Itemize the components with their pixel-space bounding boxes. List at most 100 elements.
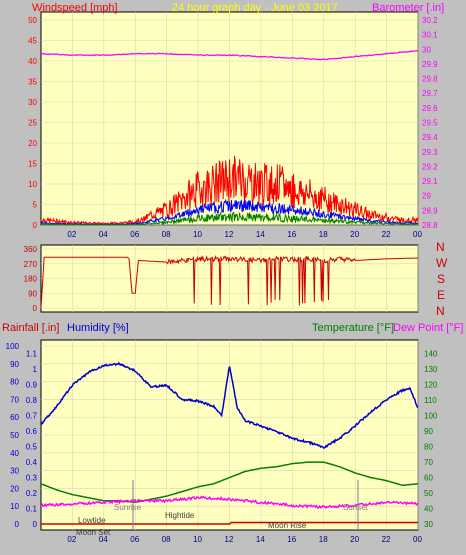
y-tick-label-right: 29.2: [422, 162, 438, 171]
moonrise-label: Moon Rise: [268, 521, 307, 530]
y-tick-label-humidity: 70: [10, 395, 19, 404]
y-tick-label-right: 29.9: [422, 60, 438, 69]
sunrise-label: Sunrise: [114, 503, 142, 512]
y-tick-label-temp: 120: [424, 381, 438, 390]
x-tick-label: 06: [130, 230, 139, 239]
x-tick-label: 18: [319, 230, 328, 239]
x-tick-label: 16: [287, 535, 296, 544]
x-tick-label: 00: [413, 230, 422, 239]
windspeed-axis-title: Windspeed [mph]: [32, 2, 118, 14]
y-tick-label-humidity: 10: [10, 502, 19, 511]
x-tick-label: 08: [162, 230, 171, 239]
x-tick-label: 14: [256, 230, 265, 239]
y-tick-label: 180: [24, 275, 38, 284]
y-tick-label-humidity: 20: [10, 484, 19, 493]
x-tick-label: 18: [319, 535, 328, 544]
y-tick-label-right: 30: [422, 45, 431, 54]
y-tick-label-right: 30.1: [422, 31, 438, 40]
x-tick-label: 10: [193, 230, 202, 239]
graph-title: 24 hour graph day - June 03 2017: [172, 2, 338, 14]
y-tick-label-temp: 130: [424, 365, 438, 374]
windspeed-gust-line: [40, 155, 419, 226]
direction-label-w: W: [436, 256, 448, 270]
x-tick-label: 16: [287, 230, 296, 239]
x-tick-label: 20: [350, 535, 359, 544]
x-tick-label: 08: [162, 535, 171, 544]
x-tick-label: 02: [67, 535, 76, 544]
y-tick-label: 45: [28, 37, 37, 46]
y-tick-label-rain: 0.3: [26, 474, 38, 483]
y-tick-label-right: 29.4: [422, 133, 438, 142]
y-tick-label-humidity: 50: [10, 431, 19, 440]
y-tick-label-rain: 1: [33, 365, 38, 374]
direction-label-s: S: [437, 272, 445, 286]
y-tick-label: 30: [28, 98, 37, 107]
humidity-line: [40, 361, 419, 450]
y-tick-label-right: 29.1: [422, 177, 438, 186]
x-tick-label: 22: [382, 535, 391, 544]
barometer-line: [40, 49, 419, 61]
y-tick-label: 270: [24, 260, 38, 269]
y-tick-label-temp: 90: [424, 427, 433, 436]
x-tick-label: 20: [350, 230, 359, 239]
y-tick-label-humidity: 0: [15, 520, 20, 529]
y-tick-label-humidity: 100: [6, 342, 20, 351]
y-tick-label-rain: 0.7: [26, 412, 38, 421]
y-tick-label-right: 29: [422, 192, 431, 201]
hightide-label: Hightide: [165, 511, 195, 520]
y-tick-label: 20: [28, 139, 37, 148]
y-tick-label-right: 29.5: [422, 119, 438, 128]
y-tick-label-temp: 140: [424, 350, 438, 359]
y-tick-label-right: 28.8: [422, 221, 438, 230]
y-tick-label-rain: 0.2: [26, 489, 38, 498]
y-tick-label: 25: [28, 119, 37, 128]
barometer-axis-title: Barometer [.in]: [372, 2, 444, 14]
y-tick-label-rain: 0.1: [26, 505, 38, 514]
x-tick-label: 04: [99, 230, 108, 239]
x-tick-label: 22: [382, 230, 391, 239]
y-tick-label-right: 28.9: [422, 206, 438, 215]
direction-label-n-bottom: N: [436, 304, 445, 318]
y-tick-label: 15: [28, 160, 37, 169]
wind-direction-line: [40, 255, 418, 309]
x-tick-label: 14: [256, 535, 265, 544]
y-tick-label-humidity: 80: [10, 378, 19, 387]
x-tick-label: 02: [67, 230, 76, 239]
y-tick-label: 5: [33, 201, 38, 210]
y-tick-label-rain: 0.4: [26, 458, 38, 467]
x-tick-label: 04: [99, 535, 108, 544]
x-tick-label: 12: [225, 535, 234, 544]
y-tick-label-temp: 30: [424, 520, 433, 529]
y-tick-label-right: 29.3: [422, 148, 438, 157]
y-tick-label: 0: [33, 221, 38, 230]
direction-label-n-top: N: [436, 240, 445, 254]
humidity-axis-title: Humidity [%]: [67, 322, 129, 334]
y-tick-label-humidity: 60: [10, 413, 19, 422]
windspeed-min-line: [40, 211, 419, 226]
y-tick-label: 360: [24, 245, 38, 254]
y-tick-label-rain: 0.9: [26, 381, 38, 390]
y-tick-label-right: 30.2: [422, 16, 438, 25]
y-tick-label-temp: 50: [424, 489, 433, 498]
sunset-label: Sunset: [343, 503, 369, 512]
lowtide-label: Lowtide: [78, 516, 106, 525]
y-tick-label: 0: [33, 304, 38, 313]
y-tick-label-humidity: 40: [10, 449, 19, 458]
y-tick-label-temp: 100: [424, 412, 438, 421]
y-tick-label: 90: [28, 289, 37, 298]
y-tick-label: 35: [28, 78, 37, 87]
y-tick-label-humidity: 90: [10, 360, 19, 369]
y-tick-label-rain: 0.6: [26, 427, 38, 436]
y-tick-label-rain: 1.1: [26, 350, 38, 359]
dewpoint-line: [40, 495, 419, 509]
y-tick-label: 10: [28, 180, 37, 189]
direction-label-e: E: [437, 288, 445, 302]
y-tick-label: 50: [28, 16, 37, 25]
temperature-line: [40, 461, 419, 504]
y-tick-label-humidity: 30: [10, 467, 19, 476]
y-tick-label-temp: 40: [424, 505, 433, 514]
x-tick-label: 10: [193, 535, 202, 544]
x-tick-label: 12: [225, 230, 234, 239]
y-tick-label-rain: 0.8: [26, 396, 38, 405]
